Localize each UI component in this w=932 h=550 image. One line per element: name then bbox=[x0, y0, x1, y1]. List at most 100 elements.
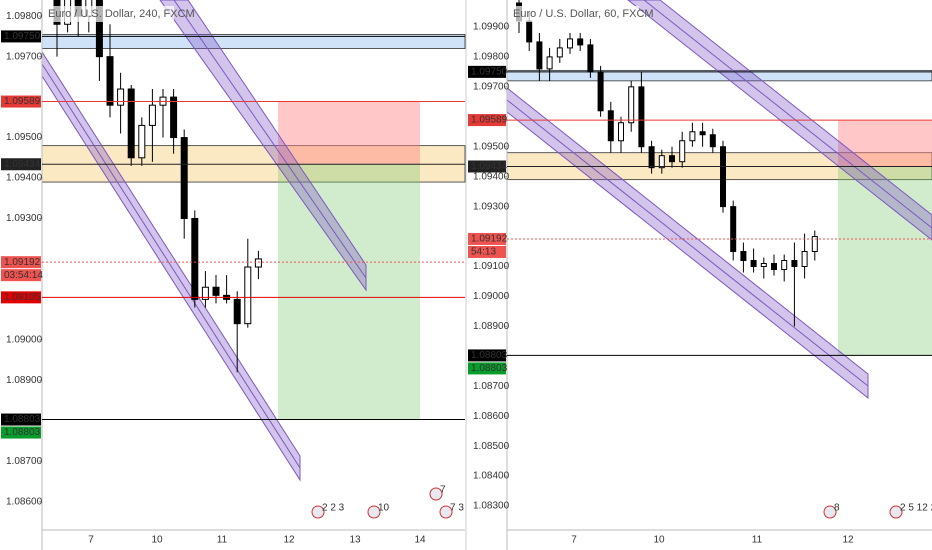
x-tick-label: 10 bbox=[653, 535, 665, 546]
candle-body bbox=[638, 86, 645, 148]
countdown-tag bbox=[1, 269, 41, 282]
chart-title: Euro / U.S. Dollar, 60, FXCM bbox=[513, 8, 654, 20]
y-tick-label: 1.09000 bbox=[473, 291, 510, 302]
candle-body bbox=[244, 266, 252, 325]
candle-body bbox=[607, 110, 614, 142]
target-label: 1.08803 bbox=[4, 427, 41, 438]
level-label: 1.09192 bbox=[4, 257, 41, 268]
candle-body bbox=[648, 146, 655, 169]
candle-body bbox=[546, 56, 553, 70]
y-tick-label: 1.08900 bbox=[473, 321, 510, 332]
countdown: 54:13 bbox=[471, 247, 496, 258]
candle-body bbox=[597, 71, 604, 112]
candle-body bbox=[117, 88, 125, 106]
x-tick-label: 7 bbox=[88, 535, 94, 546]
candle-body bbox=[587, 44, 594, 73]
candle-body bbox=[180, 137, 188, 219]
level-label: 1.09750 bbox=[471, 67, 508, 78]
y-tick-label: 1.08700 bbox=[6, 456, 43, 467]
candle-body bbox=[536, 41, 543, 70]
level-tag bbox=[1, 30, 41, 43]
channel-mid bbox=[506, 99, 869, 387]
y-tick-label: 1.09900 bbox=[473, 22, 510, 33]
risk-box bbox=[838, 120, 932, 167]
event-label[interactable]: 2 5 12 2 bbox=[900, 503, 932, 514]
chart-title: Euro / U.S. Dollar, 240, FXCM bbox=[48, 8, 195, 20]
level-tag bbox=[468, 65, 506, 78]
level-tag bbox=[468, 160, 506, 173]
target-tag bbox=[468, 362, 506, 375]
candle-body bbox=[740, 251, 747, 262]
level-tag bbox=[468, 232, 506, 245]
y-tick-label: 1.08400 bbox=[473, 471, 510, 482]
candle-body bbox=[254, 258, 262, 268]
reward-box bbox=[838, 166, 932, 356]
candle-body bbox=[720, 146, 726, 208]
candle-body bbox=[577, 38, 584, 46]
event-icon bbox=[439, 505, 453, 519]
event-label[interactable]: 2 2 3 bbox=[322, 503, 345, 514]
event-icon bbox=[889, 505, 903, 519]
y-tick-label: 1.09100 bbox=[473, 261, 510, 272]
x-tick-label: 10 bbox=[151, 535, 163, 546]
event-label[interactable]: 8 bbox=[834, 503, 840, 514]
candle-body bbox=[212, 286, 220, 296]
candle-body bbox=[658, 155, 665, 169]
channel-mid bbox=[41, 63, 301, 469]
y-tick-label: 1.08900 bbox=[6, 375, 43, 386]
candle-body bbox=[771, 263, 777, 270]
x-tick-label: 12 bbox=[842, 535, 854, 546]
channel bbox=[159, 0, 367, 292]
event-icon bbox=[823, 505, 837, 519]
candle-body bbox=[138, 124, 146, 159]
y-tick-label: 1.09800 bbox=[6, 11, 43, 22]
candle-body bbox=[127, 88, 135, 159]
candle-body bbox=[526, 20, 533, 43]
candle-body bbox=[811, 236, 818, 253]
candle-body bbox=[699, 131, 706, 136]
level-label: 1.09434 bbox=[471, 161, 508, 172]
candle-body bbox=[201, 286, 209, 300]
y-tick-label: 1.09300 bbox=[473, 201, 510, 212]
candle-body bbox=[689, 131, 696, 142]
reward-box bbox=[278, 164, 420, 420]
event-label[interactable]: 10 bbox=[378, 503, 390, 514]
candle-body bbox=[191, 217, 199, 300]
target-label: 1.08803 bbox=[471, 363, 508, 374]
y-tick-label: 1.08600 bbox=[6, 496, 43, 507]
level-label: 1.09192 bbox=[471, 234, 508, 245]
level-tag bbox=[1, 291, 41, 304]
y-tick-label: 1.09700 bbox=[473, 81, 510, 92]
candle-body bbox=[233, 298, 241, 325]
title-bg bbox=[509, 6, 639, 22]
x-tick-label: 11 bbox=[217, 535, 228, 546]
y-tick-label: 1.09400 bbox=[473, 171, 510, 182]
level-label: 1.09434 bbox=[4, 159, 41, 170]
level-label: 1.08803 bbox=[4, 414, 41, 425]
y-tick-label: 1.09800 bbox=[473, 52, 510, 63]
candle-body bbox=[148, 104, 156, 126]
countdown-tag bbox=[468, 245, 506, 258]
y-tick-label: 1.08500 bbox=[473, 441, 510, 452]
event-icon bbox=[311, 505, 325, 519]
event-icon bbox=[367, 505, 381, 519]
candle-body bbox=[709, 134, 716, 148]
channel-mid bbox=[173, 0, 367, 279]
y-tick-label: 1.09500 bbox=[6, 132, 43, 143]
candle-body bbox=[750, 260, 757, 267]
level-label: 1.09589 bbox=[4, 96, 41, 107]
level-tag bbox=[468, 114, 506, 127]
level-tag bbox=[1, 95, 41, 108]
candle-body bbox=[730, 206, 737, 253]
x-tick-label: 11 bbox=[752, 535, 763, 546]
x-tick-label: 7 bbox=[571, 535, 577, 546]
event-label[interactable]: 7 bbox=[440, 485, 446, 496]
y-tick-label: 1.09400 bbox=[6, 173, 43, 184]
level-label: 1.09589 bbox=[471, 115, 508, 126]
event-label[interactable]: 7 3 bbox=[450, 503, 464, 514]
channel-mid bbox=[643, 0, 932, 229]
x-tick-label: 13 bbox=[349, 535, 361, 546]
title-bg bbox=[44, 6, 174, 22]
y-tick-label: 1.09000 bbox=[6, 334, 43, 345]
